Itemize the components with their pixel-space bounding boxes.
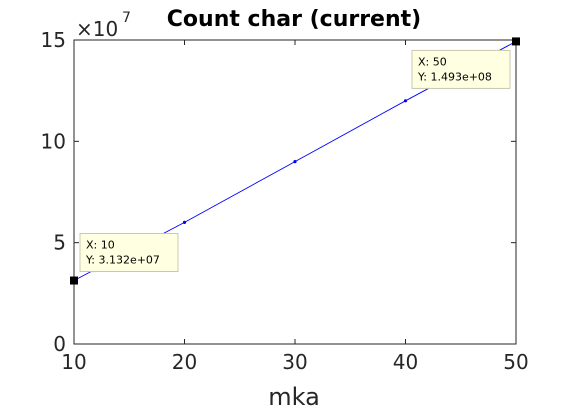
data-point — [293, 160, 297, 164]
y-tick-label: 0 — [53, 332, 66, 356]
chart-title: Count char (current) — [167, 7, 421, 32]
datatip-box — [79, 233, 179, 273]
datatip-box — [411, 49, 511, 89]
axes-frame — [73, 39, 517, 345]
ticks-layer: 10 20 30 40 50 0 5 10 15 — [41, 28, 529, 374]
x-tick-label: 20 — [172, 350, 197, 374]
plot-area — [73, 39, 517, 345]
datatips-layer: X: 10 Y: 3.132e+07 X: 50 Y: 1.493e+08 — [70, 37, 520, 285]
x-axis-label: mka — [268, 383, 320, 411]
datatip-marker — [512, 37, 520, 46]
datatip-marker — [70, 276, 78, 285]
y-tick-label: 5 — [53, 231, 66, 255]
datatip-x-label: X: 10 — [86, 239, 115, 252]
y-tick-label: 15 — [41, 28, 66, 52]
x-tick-label: 50 — [503, 350, 528, 374]
data-point — [182, 220, 187, 224]
x-tick-label: 10 — [61, 350, 86, 374]
y-exponent-prefix: ×10 — [76, 17, 118, 41]
datatip-x-label: X: 50 — [418, 55, 447, 68]
x-tick-label: 30 — [282, 350, 307, 374]
datatip-y-label: Y: 1.493e+08 — [417, 70, 492, 83]
y-exponent-power: 7 — [122, 10, 131, 26]
y-tick-label: 10 — [41, 129, 66, 153]
data-point — [403, 99, 408, 103]
x-tick-label: 40 — [393, 350, 418, 374]
datatip-y-label: Y: 3.132e+07 — [85, 254, 160, 267]
